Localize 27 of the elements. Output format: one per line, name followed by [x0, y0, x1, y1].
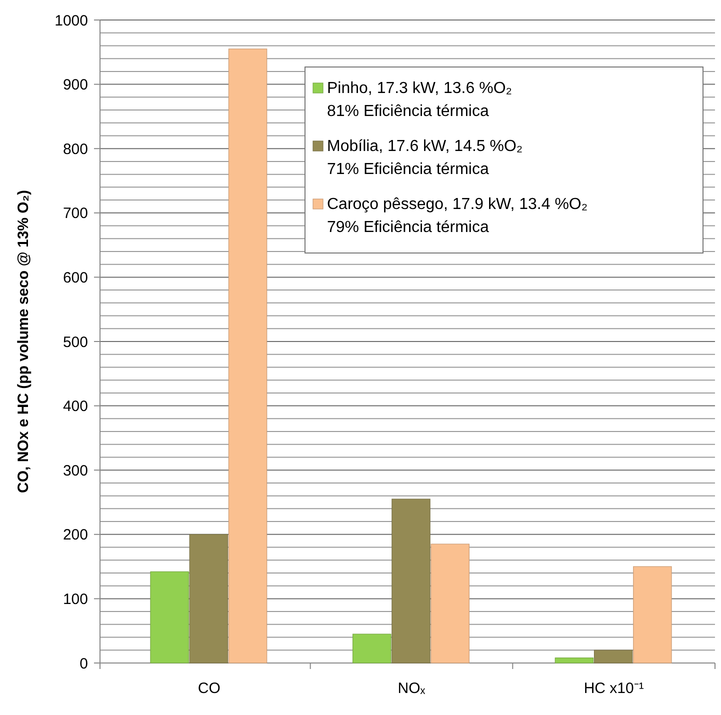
y-tick-label: 0	[80, 655, 88, 672]
legend-label: Caroço pêssego, 17.9 kW, 13.4 %O₂ 79% Eficiência térmica	[327, 196, 588, 236]
y-tick-label: 1000	[54, 12, 88, 30]
y-tick-label: 900	[62, 76, 88, 94]
y-tick-label: 200	[62, 526, 88, 544]
bar	[228, 48, 268, 664]
bar	[554, 658, 594, 664]
y-tick-label: 100	[62, 590, 88, 608]
y-axis-title: CO, NOx e HC (pp volume seco @ 13% O₂)	[15, 190, 32, 494]
x-tick-label: HC x10⁻¹	[584, 680, 644, 697]
bar	[150, 571, 189, 664]
y-tick-label: 500	[62, 334, 88, 351]
legend-label: Pinho, 17.3 kW, 13.6 %O₂ 81% Eficiência térmica	[327, 80, 512, 120]
y-tick-label: 400	[62, 398, 88, 416]
bar	[392, 498, 430, 664]
bar	[352, 634, 392, 664]
legend-label: Mobília, 17.6 kW, 14.5 %O₂ 71% Eficiência térmica	[327, 138, 523, 178]
bar	[189, 534, 228, 664]
x-tick-label: NOₓ	[398, 680, 426, 697]
bar	[633, 566, 672, 664]
bar	[430, 544, 470, 664]
y-tick-label: 600	[62, 269, 88, 286]
y-tick-label: 300	[62, 462, 88, 480]
x-tick-label: CO	[198, 680, 220, 697]
bar	[594, 650, 633, 664]
y-tick-label: 700	[62, 205, 88, 222]
y-tick-label: 800	[62, 140, 88, 158]
